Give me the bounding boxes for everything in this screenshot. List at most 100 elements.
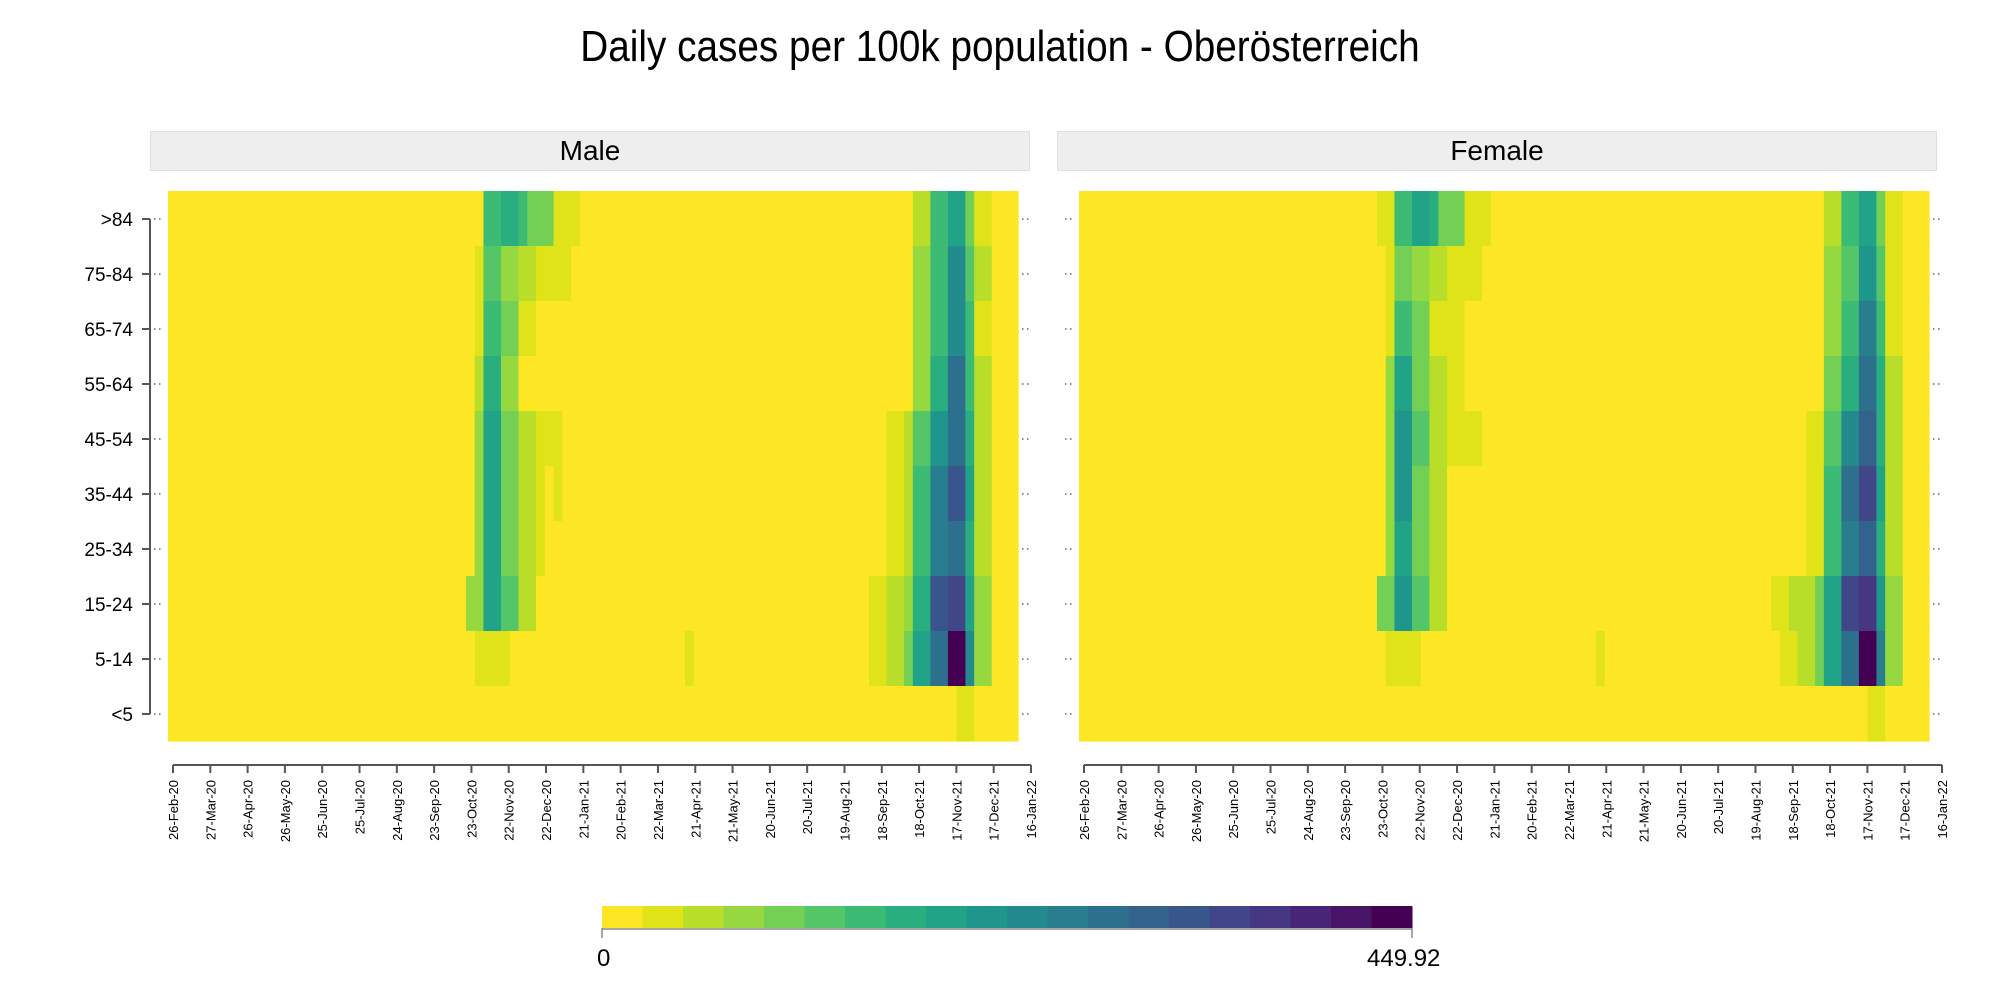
heatmap-cell	[1464, 356, 1474, 412]
heatmap-cell	[1736, 576, 1755, 632]
heatmap-cell	[930, 356, 949, 412]
legend-swatch	[1169, 906, 1210, 928]
legend-swatch	[642, 906, 684, 928]
heatmap-cell	[1876, 466, 1886, 522]
heatmap-cell	[474, 466, 485, 522]
heatmap-cell	[1385, 411, 1396, 467]
heatmap-cell	[1411, 191, 1431, 247]
heatmap-cell	[168, 411, 476, 467]
y-tick-label: 45-54	[84, 430, 133, 451]
heatmap-cell	[1447, 521, 1483, 577]
heatmap-cell	[974, 576, 993, 632]
heatmap-cell	[930, 411, 949, 467]
heatmap-cell	[1079, 411, 1387, 467]
heatmap-cell	[1753, 631, 1781, 687]
heatmap-cell	[1385, 631, 1422, 687]
x-tick-label: 20-Feb-21	[1525, 780, 1540, 840]
heatmap-cell	[1394, 191, 1413, 247]
heatmap-cell	[886, 466, 905, 522]
heatmap-cell	[685, 631, 695, 687]
heatmap-cell	[1385, 246, 1396, 302]
x-tick-label: 26-Feb-20	[166, 780, 181, 840]
heatmap-cell	[614, 521, 704, 577]
heatmap-cell	[939, 686, 958, 742]
heatmap-cell	[974, 466, 993, 522]
heatmap-cell	[1902, 631, 1921, 687]
legend-swatch	[926, 906, 967, 928]
heatmap-cell	[991, 301, 1019, 357]
x-tick-label: 26-May-20	[1189, 780, 1204, 842]
heatmap-cell	[474, 356, 485, 412]
heatmap-cell	[509, 631, 616, 687]
legend-swatch	[683, 906, 724, 928]
legend-swatch	[1209, 906, 1251, 928]
legend-swatch	[1047, 906, 1089, 928]
heatmap-cell	[947, 246, 967, 302]
x-tick-label: 23-Sep-20	[1338, 780, 1353, 841]
heatmap-cell	[965, 356, 975, 412]
chart-title: Daily cases per 100k population - Oberös…	[580, 22, 1420, 71]
x-tick-label: 25-Jun-20	[1226, 780, 1241, 839]
heatmap-cell	[1429, 191, 1439, 247]
heatmap-cell	[1394, 411, 1413, 467]
x-tick-label: 23-Sep-20	[427, 780, 442, 841]
heatmap-cell	[991, 521, 1010, 577]
heatmap-cell	[544, 521, 563, 577]
heatmap-cell	[947, 301, 967, 357]
legend-min-label: 0	[597, 945, 611, 972]
heatmap-cell	[1525, 411, 1615, 467]
heatmap-cell	[930, 466, 949, 522]
heatmap-cell	[483, 191, 502, 247]
heatmap-cell	[1429, 301, 1448, 357]
heatmap-cell	[1009, 631, 1019, 687]
x-tick-label: 17-Dec-21	[1898, 780, 1913, 841]
heatmap-cell	[869, 576, 888, 632]
panel-header-female: Female	[1057, 131, 1937, 171]
heatmap-cell	[947, 576, 967, 632]
x-tick-label: 25-Jul-20	[1264, 780, 1279, 834]
heatmap-cell	[930, 576, 949, 632]
heatmap-cell	[553, 466, 563, 522]
heatmap-cell	[991, 411, 1010, 467]
heatmap-cell	[1920, 521, 1930, 577]
heatmap-cell	[991, 576, 1010, 632]
heatmap-cell	[1411, 301, 1431, 357]
heatmap-cell	[1543, 356, 1580, 412]
heatmap-cell	[500, 521, 520, 577]
heatmap-cell	[1411, 576, 1431, 632]
heatmap-cell	[483, 466, 502, 522]
heatmap-cell	[947, 411, 967, 467]
heatmap-cell	[623, 411, 704, 467]
heatmap-cell	[1902, 411, 1921, 467]
heatmap-cell	[518, 356, 563, 412]
heatmap-cell	[1368, 576, 1378, 632]
heatmap-cell	[168, 631, 476, 687]
heatmap-cell	[1411, 466, 1431, 522]
heatmap-cell	[483, 246, 502, 302]
heatmap-cell	[1885, 411, 1904, 467]
heatmap-cell	[991, 191, 1019, 247]
heatmap-cell	[947, 631, 967, 687]
heatmap-cell	[1885, 631, 1904, 687]
heatmap-cell	[500, 356, 520, 412]
heatmap-cell	[1806, 466, 1825, 522]
heatmap-cell	[474, 411, 485, 467]
heatmap-cell	[1482, 466, 1527, 522]
heatmap-cell	[1079, 246, 1387, 302]
heatmap-cell	[1841, 301, 1860, 357]
heatmap-cell	[1815, 576, 1825, 632]
heatmap-cell	[483, 356, 502, 412]
heatmap-cell	[974, 521, 993, 577]
heatmap-cell	[483, 301, 502, 357]
heatmap-cell	[562, 521, 616, 577]
heatmap-cell	[1885, 521, 1904, 577]
heatmap-cell	[1920, 356, 1930, 412]
heatmap-cell	[1823, 521, 1842, 577]
heatmap-cell	[1490, 191, 1825, 247]
heatmap-cell	[947, 191, 967, 247]
y-tick-label: <5	[111, 705, 133, 726]
heatmap-cell	[536, 301, 914, 357]
heatmap-cell	[1876, 191, 1886, 247]
heatmap-cell	[1788, 576, 1816, 632]
heatmap-cell	[1447, 411, 1483, 467]
